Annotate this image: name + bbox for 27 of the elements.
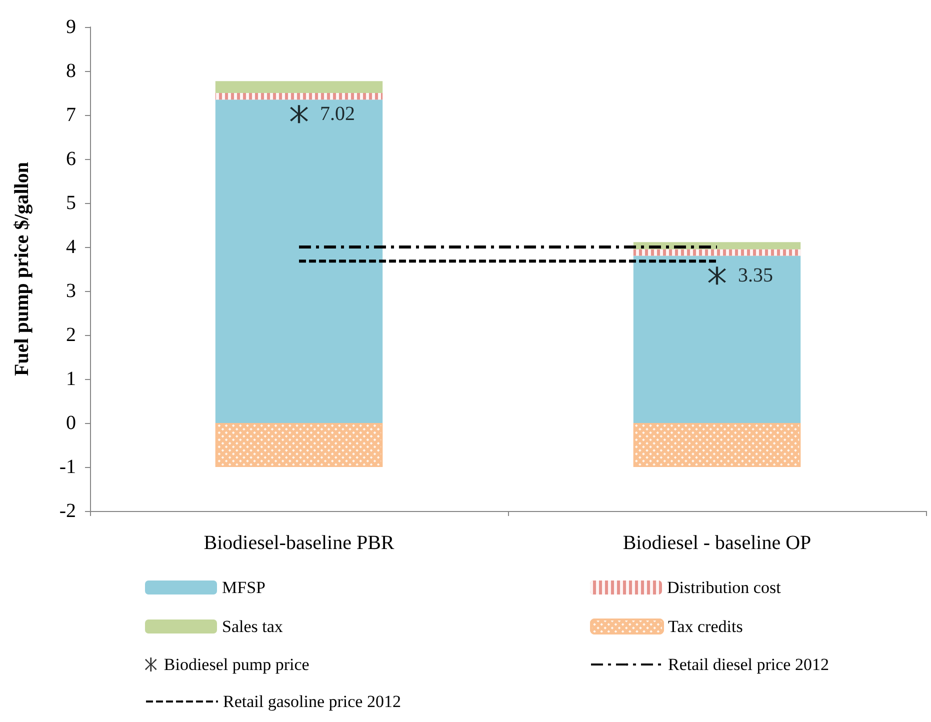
y-tick-label: 0	[66, 412, 76, 434]
y-tick-label: 6	[66, 148, 76, 170]
legend-label: Biodiesel pump price	[164, 655, 310, 674]
y-tick-label: 8	[66, 60, 76, 82]
bar	[215, 81, 383, 93]
bar	[215, 100, 383, 423]
y-tick-label: 2	[66, 324, 76, 346]
y-tick-label: 4	[66, 236, 76, 258]
x-tick-label: Biodiesel - baseline OP	[622, 532, 812, 554]
y-tick-label: 3	[66, 280, 76, 302]
legend-label: Sales tax	[222, 617, 284, 636]
y-tick-label: -1	[59, 456, 76, 478]
legend-label: Distribution cost	[667, 578, 782, 597]
legend-label: Retail diesel price 2012	[668, 655, 829, 674]
legend-label: MFSP	[222, 578, 266, 597]
y-axis-title: Fuel pump price $/gallon	[11, 162, 33, 376]
x-tick-label: Biodiesel-baseline PBR	[204, 532, 395, 554]
data-label: 7.02	[320, 103, 355, 126]
y-tick-label: 1	[66, 368, 76, 390]
bar	[633, 256, 801, 423]
data-label: 3.35	[738, 264, 773, 287]
y-tick-label: 7	[66, 104, 76, 126]
y-tick-label: 5	[66, 192, 76, 214]
y-tick-label: -2	[59, 500, 76, 522]
legend-label: Retail gasoline price 2012	[223, 692, 401, 711]
legend-label: Tax credits	[668, 617, 743, 636]
y-tick-label: 9	[66, 16, 76, 38]
